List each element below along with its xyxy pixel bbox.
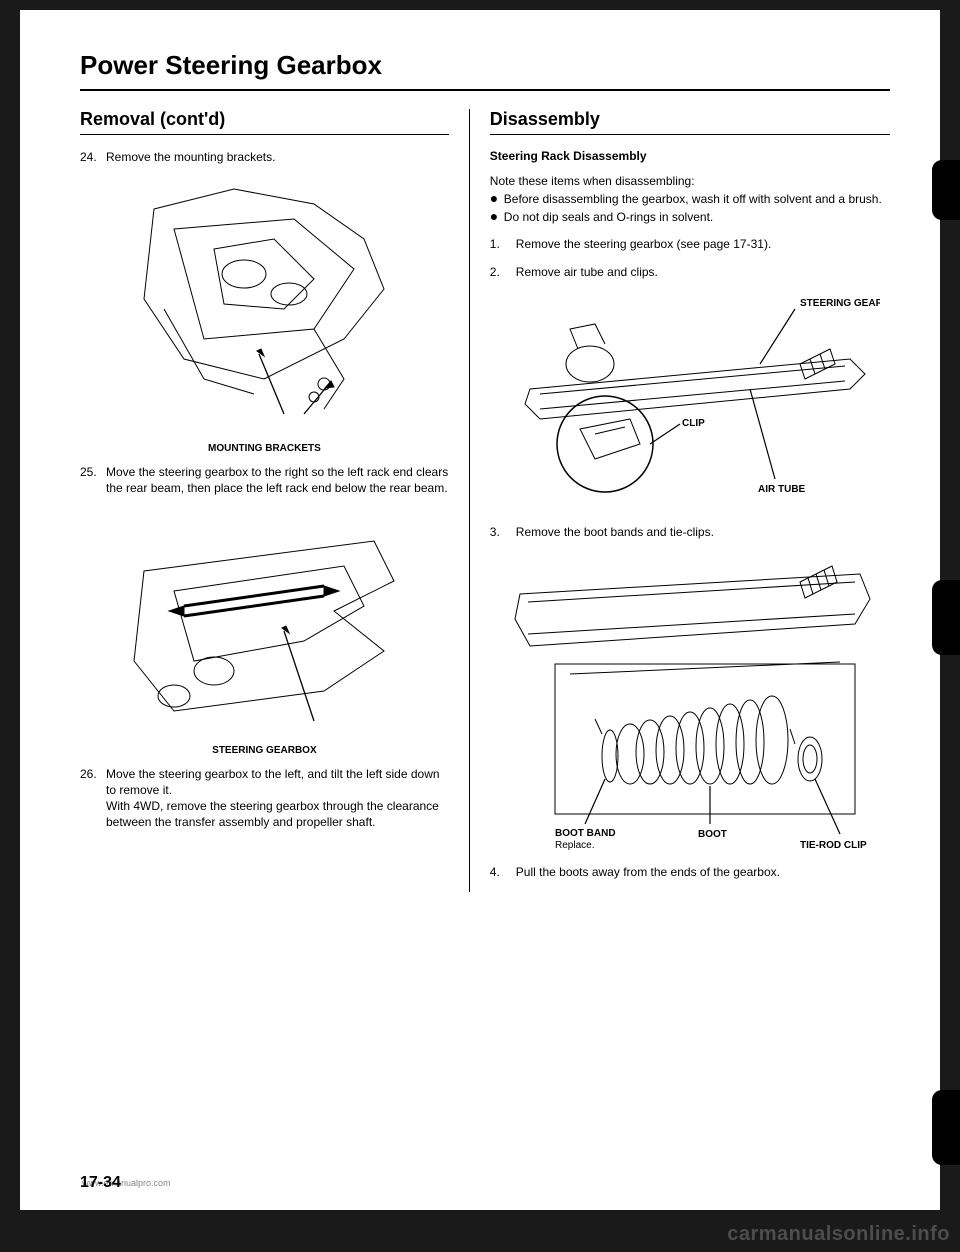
label-boot-band: BOOT BAND — [555, 828, 616, 839]
step-number: 4. — [490, 864, 516, 880]
sub-heading: Steering Rack Disassembly — [490, 149, 890, 163]
step-number: 3. — [490, 524, 516, 540]
bullet-icon: ● — [490, 191, 504, 207]
removal-heading: Removal (cont'd) — [80, 109, 449, 130]
label-replace: Replace. — [555, 840, 594, 851]
step-text: Remove the boot bands and tie-clips. — [516, 524, 890, 540]
step-1: 1. Remove the steering gearbox (see page… — [490, 236, 890, 252]
step-25: 25. Move the steering gearbox to the rig… — [80, 464, 449, 496]
label-air-tube: AIR TUBE — [758, 484, 806, 495]
step-26: 26. Move the steering gearbox to the lef… — [80, 766, 449, 831]
bullet-item: ● Do not dip seals and O-rings in solven… — [490, 209, 890, 225]
label-tie-rod-clip: TIE-ROD CLIP — [800, 840, 867, 851]
step-text: Remove the steering gearbox (see page 17… — [516, 236, 890, 252]
figure-mounting-brackets: MOUNTING BRACKETS — [80, 179, 449, 454]
step-text: Remove air tube and clips. — [516, 264, 890, 280]
title-rule — [80, 89, 890, 91]
left-column: Removal (cont'd) 24. Remove the mounting… — [80, 109, 469, 892]
boot-band-illustration: BOOT BAND Replace. BOOT TIE-ROD CLIP — [500, 554, 880, 854]
label-boot: BOOT — [698, 829, 727, 840]
figure-gearbox-airtube: STEERING GEARBOX CLIP AIR TUBE — [490, 294, 890, 514]
bullet-text: Before disassembling the gearbox, wash i… — [504, 191, 890, 207]
bullet-text: Do not dip seals and O-rings in solvent. — [504, 209, 890, 225]
step-number: 26. — [80, 766, 106, 831]
disassembly-heading: Disassembly — [490, 109, 890, 130]
step-text: Pull the boots away from the ends of the… — [516, 864, 890, 880]
step-text: Move the steering gearbox to the right s… — [106, 464, 449, 496]
step-number: 24. — [80, 149, 106, 165]
label-clip: CLIP — [682, 418, 705, 429]
step-2: 2. Remove air tube and clips. — [490, 264, 890, 280]
mounting-brackets-illustration — [114, 179, 414, 439]
step-text: Move the steering gearbox to the left, a… — [106, 766, 449, 831]
step-number: 1. — [490, 236, 516, 252]
step-number: 2. — [490, 264, 516, 280]
section-rule — [80, 134, 449, 135]
two-column-layout: Removal (cont'd) 24. Remove the mounting… — [80, 109, 890, 892]
label-steering-gearbox: STEERING GEARBOX — [800, 298, 880, 309]
binder-tab — [932, 1090, 960, 1165]
binder-tab — [932, 580, 960, 655]
manual-page: Power Steering Gearbox Removal (cont'd) … — [20, 10, 940, 1210]
right-column: Disassembly Steering Rack Disassembly No… — [469, 109, 890, 892]
bullet-item: ● Before disassembling the gearbox, wash… — [490, 191, 890, 207]
gearbox-airtube-illustration: STEERING GEARBOX CLIP AIR TUBE — [500, 294, 880, 514]
step-text: Remove the mounting brackets. — [106, 149, 449, 165]
figure-steering-gearbox-left: STEERING GEARBOX — [80, 511, 449, 756]
binder-tab — [932, 160, 960, 220]
step-4: 4. Pull the boots away from the ends of … — [490, 864, 890, 880]
step-number: 25. — [80, 464, 106, 496]
page-number: 17-34 — [80, 1174, 121, 1192]
step-24: 24. Remove the mounting brackets. — [80, 149, 449, 165]
section-rule — [490, 134, 890, 135]
figure-caption: STEERING GEARBOX — [80, 745, 449, 756]
page-title: Power Steering Gearbox — [80, 50, 890, 81]
steering-gearbox-illustration — [114, 511, 414, 741]
figure-boot-band: BOOT BAND Replace. BOOT TIE-ROD CLIP — [490, 554, 890, 854]
bullet-icon: ● — [490, 209, 504, 225]
watermark-site: carmanualsonline.info — [727, 1223, 950, 1246]
note-intro: Note these items when disassembling: — [490, 173, 890, 189]
figure-caption: MOUNTING BRACKETS — [80, 443, 449, 454]
step-3: 3. Remove the boot bands and tie-clips. — [490, 524, 890, 540]
